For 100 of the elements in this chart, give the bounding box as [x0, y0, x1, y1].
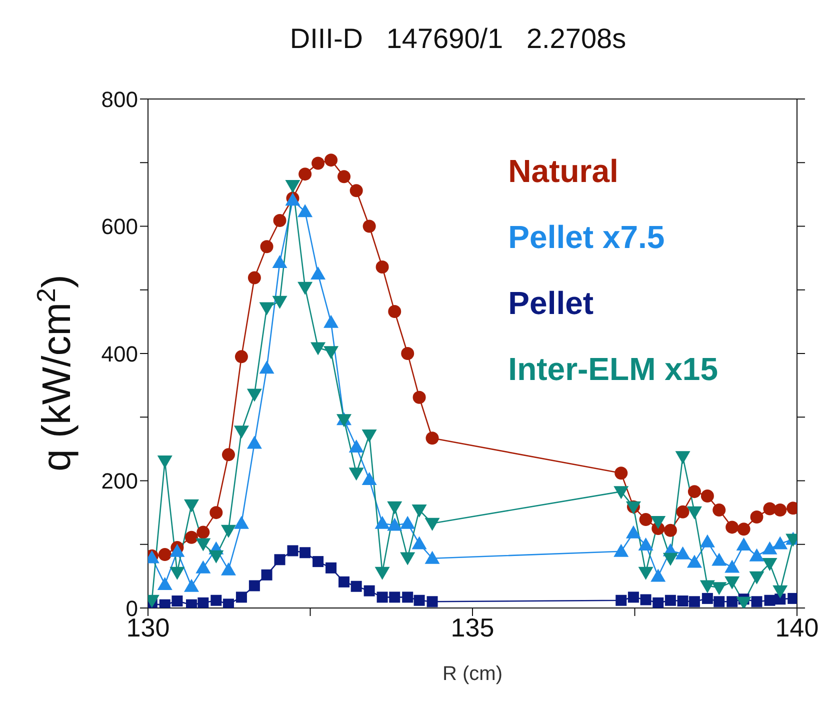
point	[639, 513, 652, 526]
point	[700, 534, 715, 548]
point	[424, 550, 440, 564]
point	[675, 451, 690, 464]
point	[726, 520, 739, 534]
point	[210, 506, 223, 520]
point	[424, 518, 440, 531]
point	[350, 580, 362, 592]
point	[310, 266, 326, 280]
point	[259, 302, 274, 316]
point	[236, 592, 247, 603]
point	[157, 576, 172, 590]
point	[700, 580, 715, 594]
point	[400, 552, 416, 566]
point	[614, 486, 629, 500]
point	[184, 578, 199, 592]
point	[664, 524, 677, 537]
point	[272, 255, 288, 268]
point	[764, 594, 776, 606]
point	[712, 582, 727, 596]
point	[157, 456, 172, 469]
point	[170, 566, 185, 580]
point	[724, 576, 740, 590]
point	[616, 594, 627, 606]
point	[724, 560, 740, 573]
point	[196, 560, 211, 574]
point	[737, 522, 750, 536]
point	[362, 472, 377, 485]
point	[700, 490, 714, 503]
point	[712, 504, 726, 517]
point	[412, 504, 427, 518]
point	[287, 545, 298, 556]
point	[285, 180, 300, 194]
point	[246, 388, 262, 402]
text: Natural	[508, 152, 620, 191]
point	[246, 436, 262, 449]
point	[312, 156, 325, 170]
point	[274, 554, 286, 566]
point	[362, 429, 377, 442]
point	[675, 546, 690, 560]
point	[324, 314, 339, 328]
point	[184, 499, 199, 512]
point	[772, 585, 788, 598]
point	[749, 571, 764, 584]
point	[324, 346, 339, 360]
x-axis-title: R (cm)	[442, 663, 502, 685]
point	[662, 552, 678, 566]
point	[688, 596, 700, 608]
point	[220, 562, 236, 576]
point	[198, 597, 209, 608]
point	[196, 538, 211, 552]
point	[712, 552, 727, 566]
point	[652, 597, 664, 608]
point	[714, 596, 725, 608]
point	[376, 260, 389, 274]
point	[762, 558, 778, 571]
point	[312, 556, 324, 568]
point	[272, 296, 288, 309]
point	[426, 596, 438, 608]
point	[688, 485, 701, 498]
point	[362, 220, 376, 233]
point	[400, 516, 416, 529]
point	[300, 547, 311, 558]
x-tick-label: 135	[450, 612, 494, 642]
point	[172, 596, 183, 606]
point	[298, 282, 313, 295]
point	[248, 580, 260, 592]
point	[338, 170, 350, 184]
point	[374, 566, 390, 580]
point	[412, 536, 427, 550]
chart-title: DIII-D 147690/1 2.2708s	[290, 23, 626, 54]
y-tick-label: 200	[101, 468, 138, 494]
point	[260, 240, 274, 254]
point	[412, 390, 426, 404]
point	[350, 184, 363, 198]
point	[750, 510, 764, 524]
point	[324, 154, 338, 167]
point	[222, 598, 234, 608]
point	[638, 538, 654, 551]
point	[650, 516, 666, 529]
point	[298, 204, 313, 218]
point	[259, 360, 274, 374]
text: Inter-ELM x15	[508, 350, 718, 389]
point	[220, 524, 236, 538]
point	[248, 271, 261, 284]
point	[402, 592, 414, 603]
point	[273, 214, 286, 228]
point	[650, 568, 666, 582]
point	[626, 525, 641, 538]
point	[614, 466, 628, 480]
point	[677, 596, 688, 606]
point	[348, 440, 364, 453]
point	[184, 530, 198, 544]
point	[426, 432, 439, 445]
point	[298, 168, 312, 181]
point	[261, 569, 272, 580]
x-tick-label: 140	[775, 612, 819, 642]
point	[762, 541, 778, 554]
point	[234, 350, 248, 364]
point	[774, 504, 787, 517]
